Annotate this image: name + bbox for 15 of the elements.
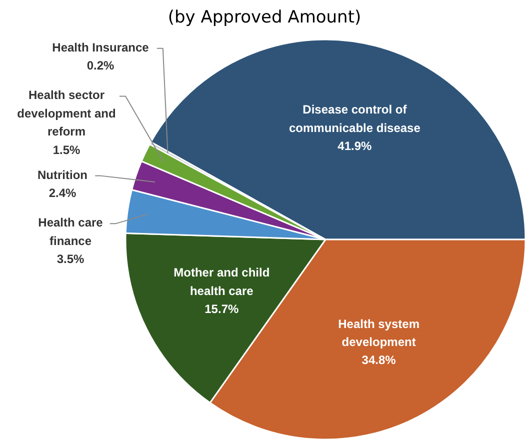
data-label: 41.9% bbox=[338, 138, 372, 153]
data-label: 15.7% bbox=[204, 302, 239, 316]
slice-label: Health Insurance bbox=[52, 40, 150, 54]
data-label: 3.5% bbox=[56, 252, 85, 266]
data-label: 1.5% bbox=[52, 142, 81, 157]
slice-label: Nutrition bbox=[38, 168, 88, 182]
slice-label: Health system development bbox=[338, 316, 420, 350]
slice-label: Health sector development and reform bbox=[17, 88, 116, 139]
slice-label: Mother and child health care bbox=[174, 266, 270, 298]
data-label: 2.4% bbox=[48, 186, 77, 200]
data-label: 34.8% bbox=[362, 353, 396, 368]
slice-label: Disease control of communicable disease bbox=[289, 102, 421, 135]
data-label: 0.2% bbox=[86, 58, 115, 73]
slice-label: Health care finance bbox=[38, 216, 104, 248]
chart-title: (by Approved Amount) bbox=[168, 8, 362, 28]
